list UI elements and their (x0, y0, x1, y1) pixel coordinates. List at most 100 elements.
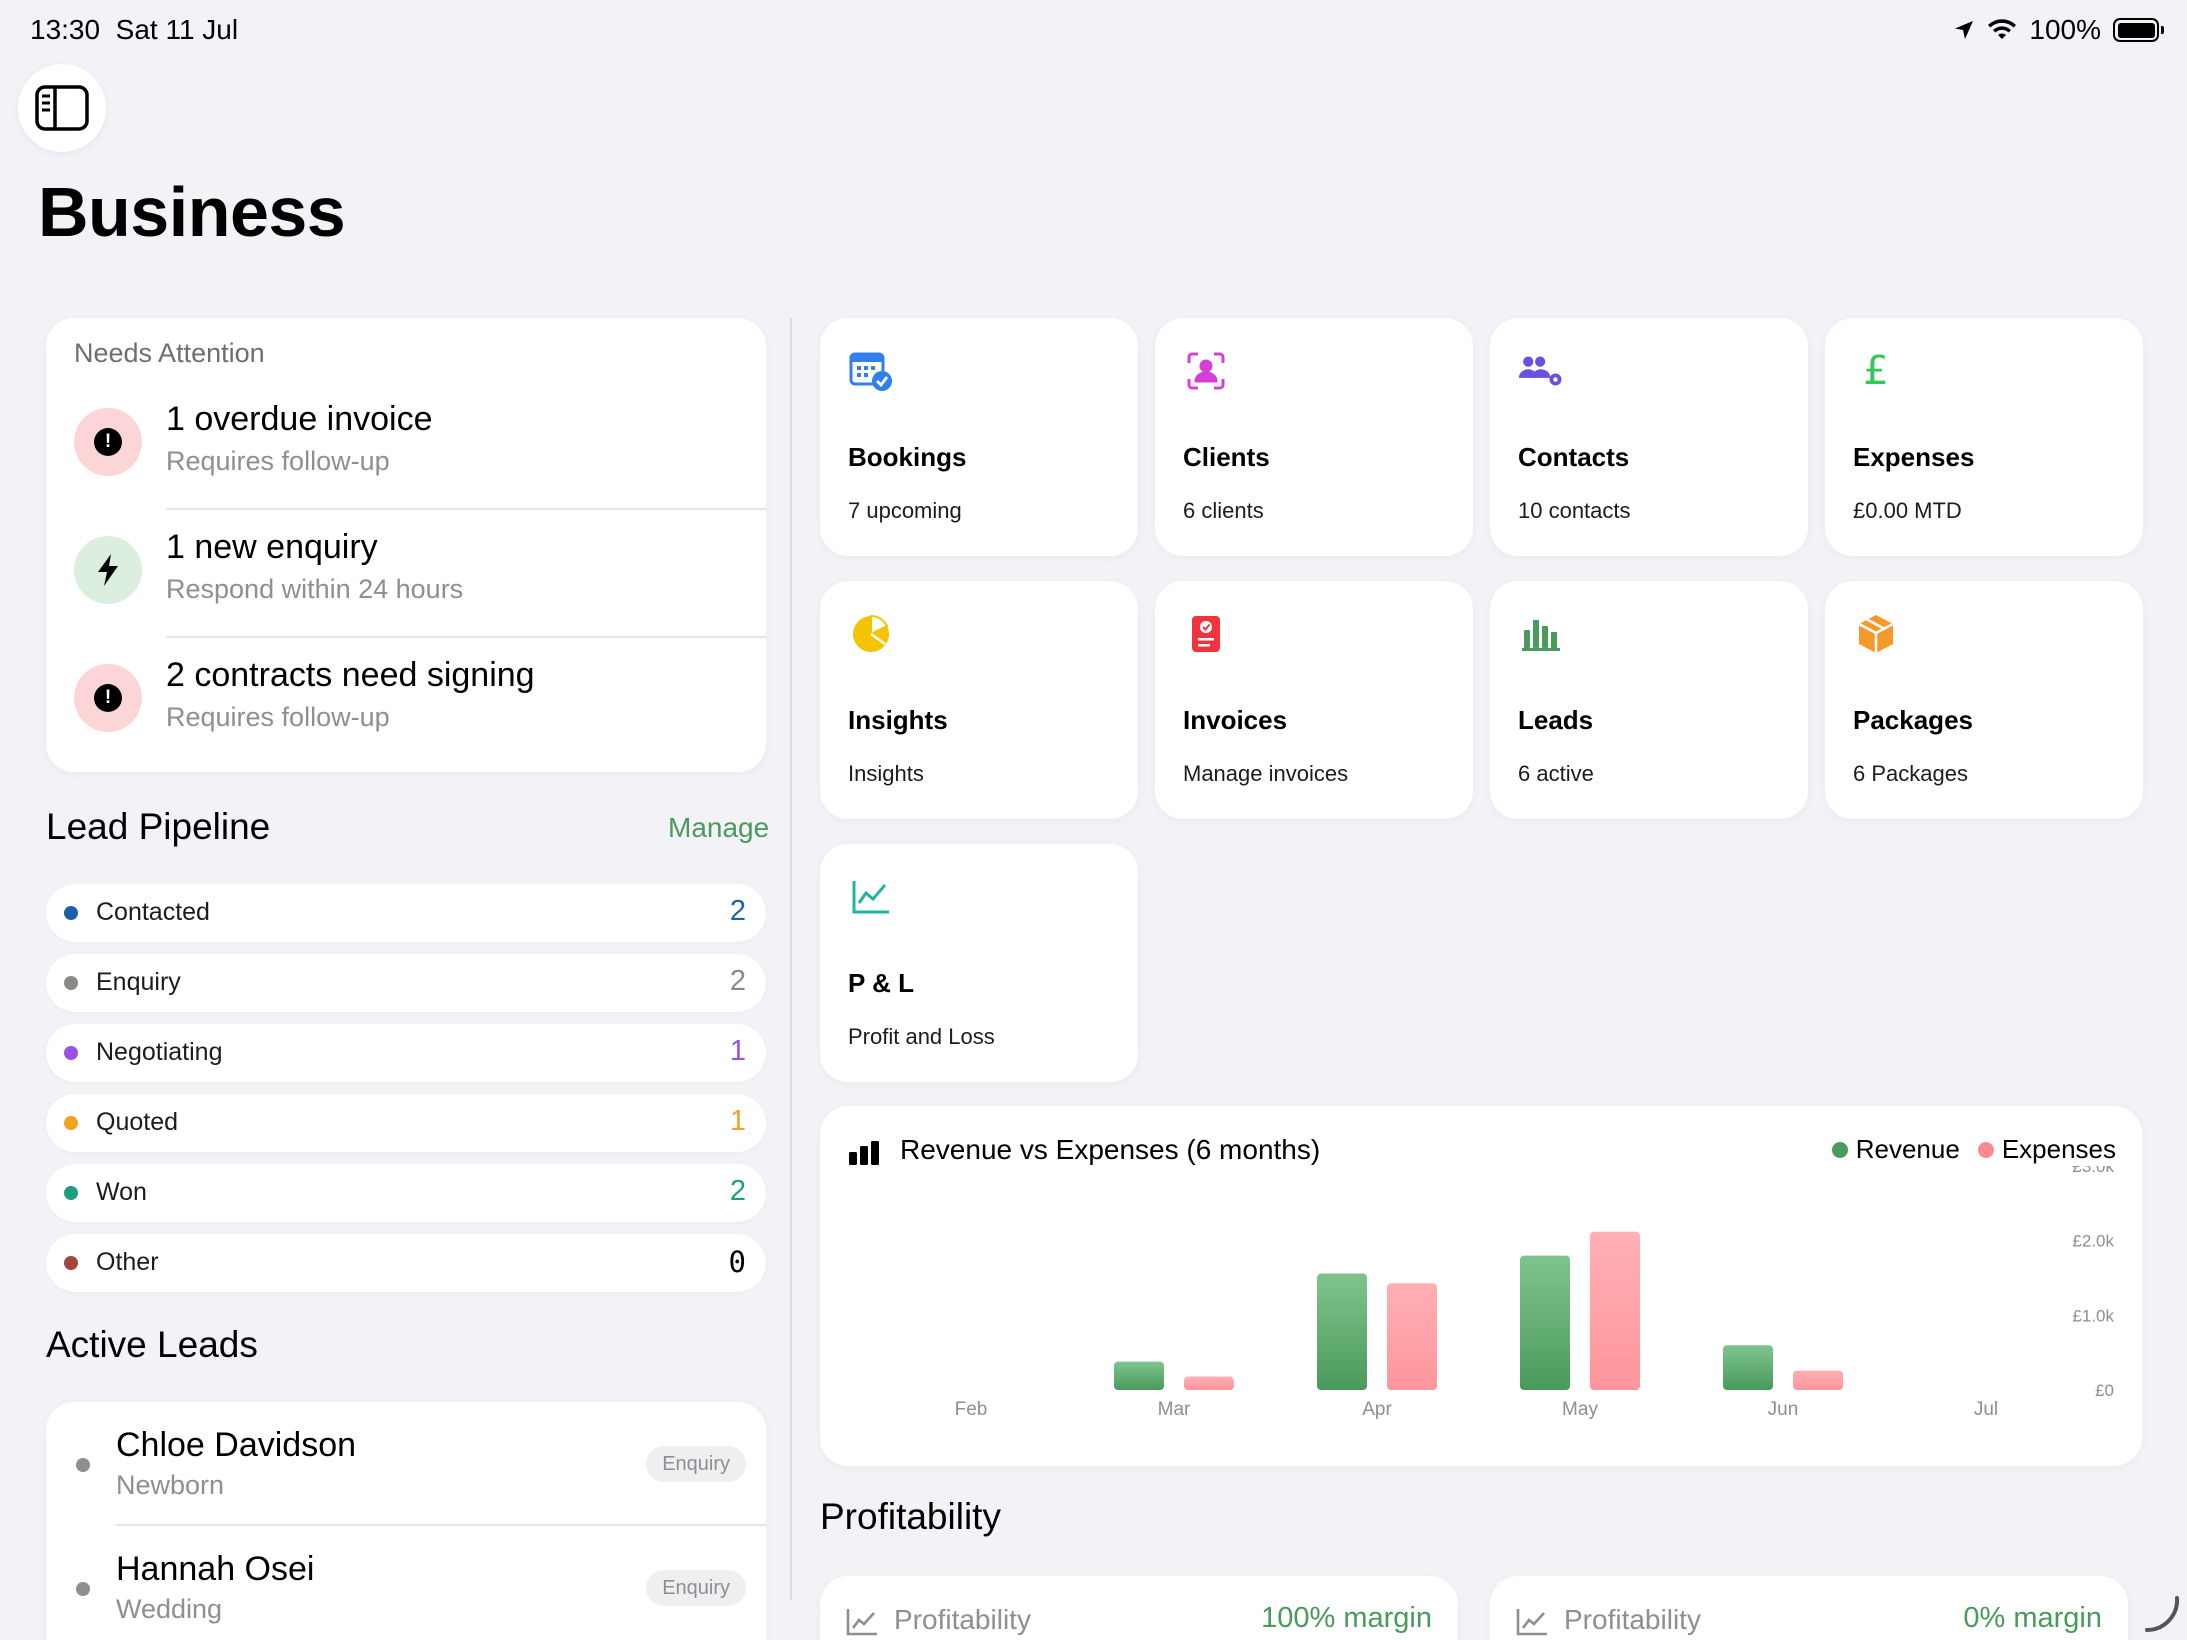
clock-time: 13:30 (30, 14, 101, 45)
stage-label: Won (96, 1178, 147, 1206)
people-gear-icon (1518, 348, 1564, 394)
y-tick-label: £3.0k (2072, 1166, 2114, 1176)
exclamation-icon: ! (94, 428, 122, 456)
attention-item[interactable]: ! 1 overdue invoice Requires follow-up (46, 380, 766, 508)
profitability-label: Profitability (1564, 1604, 1701, 1635)
pipeline-stage-quoted[interactable]: Quoted 1 (46, 1094, 766, 1152)
stage-color-dot (64, 976, 78, 990)
lead-type: Newborn (116, 1470, 225, 1500)
tile-title: Leads (1518, 705, 1594, 735)
legend-label: Revenue (1855, 1134, 1960, 1164)
tile-subtitle: 10 contacts (1518, 498, 1631, 523)
lead-row[interactable]: Hannah Osei Wedding Enquiry (46, 1526, 766, 1640)
tile-subtitle: Insights (848, 761, 924, 786)
chart-title: Revenue vs Expenses (6 months) (900, 1134, 1321, 1165)
needs-attention-card: Needs Attention ! 1 overdue invoice Requ… (46, 318, 766, 772)
tile-title: P & L (848, 968, 914, 998)
profitability-title: Profitability (820, 1496, 1001, 1537)
attention-item-subtitle: Respond within 24 hours (166, 574, 464, 604)
attention-item[interactable]: ! 2 contracts need signing Requires foll… (46, 636, 766, 764)
stage-label: Contacted (96, 898, 210, 926)
pipeline-stage-won[interactable]: Won 2 (46, 1164, 766, 1222)
tile-bookings[interactable]: Bookings 7 upcoming (820, 318, 1138, 556)
tile-leads[interactable]: Leads 6 active (1490, 581, 1808, 819)
x-tick-label: Mar (1158, 1399, 1191, 1420)
active-leads-card: Chloe Davidson Newborn Enquiry Hannah Os… (46, 1402, 766, 1640)
profitability-label: Profitability (894, 1604, 1031, 1635)
battery-icon (2113, 18, 2164, 42)
tile-title: Insights (848, 705, 948, 735)
x-tick-label: May (1562, 1399, 1598, 1420)
profitability-margin: 0% margin (1963, 1602, 2102, 1634)
pipeline-stage-other[interactable]: Other 0 (46, 1234, 766, 1292)
stage-count: 2 (729, 965, 746, 997)
bolt-icon (98, 554, 118, 586)
pipeline-stage-contacted[interactable]: Contacted 2 (46, 884, 766, 942)
exclamation-icon: ! (94, 684, 122, 712)
lead-name: Chloe Davidson (116, 1426, 357, 1464)
tile-title: Bookings (848, 442, 967, 472)
divider (116, 1524, 766, 1526)
x-tick-label: Feb (955, 1399, 988, 1420)
tile-invoices[interactable]: Invoices Manage invoices (1155, 581, 1473, 819)
tile-clients[interactable]: Clients 6 clients (1155, 318, 1473, 556)
trend-chart-icon (1516, 1609, 1547, 1636)
stage-count: 2 (729, 895, 746, 927)
sidebar-icon (35, 85, 89, 131)
bar-revenue-apr (1317, 1273, 1367, 1390)
attention-badge: ! (74, 664, 142, 732)
pie-chart-icon (848, 611, 894, 657)
x-tick-label: Jun (1768, 1399, 1799, 1420)
tile-packages[interactable]: Packages 6 Packages (1825, 581, 2143, 819)
tile-contacts[interactable]: Contacts 10 contacts (1490, 318, 1808, 556)
needs-attention-title: Needs Attention (74, 338, 265, 368)
attention-item[interactable]: 1 new enquiry Respond within 24 hours (46, 508, 766, 636)
status-time: 13:30 Sat 11 Jul (30, 14, 238, 46)
bar-revenue-may (1520, 1255, 1570, 1390)
battery-percentage: 100% (2029, 14, 2101, 45)
location-arrow-icon (1955, 21, 1974, 39)
attention-badge (74, 536, 142, 604)
tile-subtitle: Profit and Loss (848, 1024, 995, 1049)
y-tick-label: £0 (2095, 1381, 2114, 1400)
stage-label: Quoted (96, 1108, 179, 1136)
attention-item-title: 1 overdue invoice (166, 400, 433, 438)
tile-subtitle: 6 active (1518, 761, 1594, 786)
column-divider (790, 318, 792, 1600)
stage-label: Other (96, 1248, 159, 1276)
lead-status-badge: Enquiry (646, 1570, 746, 1606)
legend-dot-expenses (1977, 1141, 1994, 1158)
manage-pipeline-link[interactable]: Manage (668, 812, 770, 843)
tile-insights[interactable]: Insights Insights (820, 581, 1138, 819)
attention-item-subtitle: Requires follow-up (166, 446, 390, 476)
legend-item-revenue: Revenue (1831, 1134, 1960, 1165)
lead-row[interactable]: Chloe Davidson Newborn Enquiry (46, 1402, 766, 1526)
tile-pnl[interactable]: P & L Profit and Loss (820, 844, 1138, 1082)
sidebar-toggle-button[interactable] (18, 64, 106, 152)
legend-label: Expenses (2001, 1134, 2116, 1164)
profitability-card[interactable]: Profitability 0% margin (1490, 1576, 2128, 1640)
trend-chart-icon (846, 1609, 877, 1636)
stage-count: 1 (729, 1105, 746, 1137)
bar-expenses-jun (1793, 1370, 1843, 1390)
attention-item-subtitle: Requires follow-up (166, 702, 390, 732)
lead-status-badge: Enquiry (646, 1446, 746, 1482)
profitability-margin: 100% margin (1261, 1602, 1432, 1634)
profitability-card[interactable]: Profitability 100% margin (820, 1576, 1458, 1640)
stage-count: 2 (729, 1175, 746, 1207)
chart-legend: Revenue Expenses (1831, 1134, 2116, 1165)
lead-name: Hannah Osei (116, 1550, 315, 1588)
resize-corner-icon (2145, 1596, 2180, 1633)
stage-color-dot (64, 1046, 78, 1060)
tile-expenses[interactable]: £ Expenses £0.00 MTD (1825, 318, 2143, 556)
bar-revenue-mar (1114, 1361, 1164, 1390)
stage-color-dot (64, 1116, 78, 1130)
tile-subtitle: £0.00 MTD (1853, 498, 1962, 523)
pipeline-stage-negotiating[interactable]: Negotiating 1 (46, 1024, 766, 1082)
stage-count: 0 (728, 1245, 746, 1279)
lead-status-dot (76, 1582, 90, 1596)
pipeline-stage-enquiry[interactable]: Enquiry 2 (46, 954, 766, 1012)
lead-type: Wedding (116, 1594, 223, 1624)
tile-title: Packages (1853, 705, 1973, 735)
stage-label: Enquiry (96, 968, 181, 996)
